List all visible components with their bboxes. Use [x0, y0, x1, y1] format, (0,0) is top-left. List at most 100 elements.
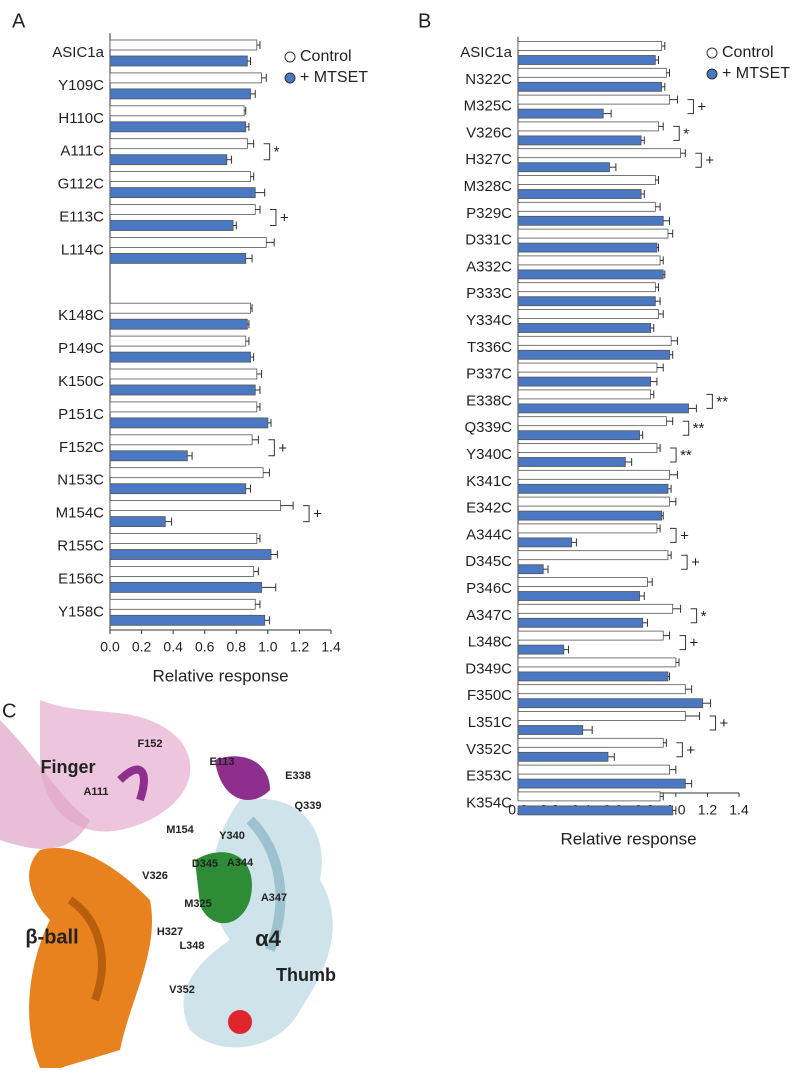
error-bar — [675, 658, 680, 667]
bar — [517, 376, 652, 387]
bar — [517, 591, 640, 601]
significance-label: ** — [716, 393, 728, 410]
error-bar — [663, 216, 671, 225]
error-bar — [672, 806, 677, 815]
significance-label: + — [697, 99, 706, 116]
bar — [109, 318, 248, 330]
error-bar — [655, 297, 661, 306]
category-label: D349C — [465, 660, 512, 677]
bar — [109, 533, 258, 544]
error-bar — [669, 497, 677, 506]
significance-bracket — [682, 420, 690, 436]
x-axis-label: Relative response — [560, 829, 696, 848]
error-bar — [641, 190, 645, 198]
bar — [517, 684, 686, 695]
structure-label: Q339 — [295, 800, 322, 812]
category-label: Y109C — [58, 77, 104, 94]
bar — [517, 148, 681, 159]
x-tick-label: 1.0 — [258, 639, 278, 655]
bar — [517, 175, 656, 185]
error-bar — [582, 726, 593, 734]
legend-marker — [284, 51, 296, 63]
bar — [109, 88, 251, 100]
significance-label: * — [701, 608, 707, 625]
error-bar — [247, 139, 255, 148]
bar — [517, 577, 648, 587]
significance-bracket — [673, 125, 680, 141]
bar — [517, 41, 663, 51]
category-label: E342C — [466, 500, 512, 517]
error-bar — [253, 567, 259, 576]
significance-label: + — [705, 152, 714, 169]
bar — [109, 500, 281, 512]
category-label: M154C — [56, 505, 105, 522]
significance-label: + — [313, 506, 322, 523]
category-label: E338C — [466, 392, 512, 409]
error-bar — [650, 324, 655, 332]
bar — [517, 67, 667, 78]
error-bar — [256, 534, 261, 543]
category-label: P346C — [466, 580, 512, 597]
structure-label: M154 — [166, 824, 194, 836]
category-label: L351C — [468, 714, 512, 731]
error-bar — [650, 377, 658, 386]
bar — [109, 171, 251, 183]
bar — [109, 566, 255, 577]
error-bar — [625, 458, 633, 466]
structure-label: E338 — [285, 770, 311, 782]
error-bar — [250, 89, 256, 98]
error-bar — [255, 600, 261, 609]
error-bar — [256, 370, 263, 378]
category-label: A344C — [466, 526, 512, 543]
error-bar — [250, 353, 255, 362]
error-bar — [669, 95, 678, 104]
bar — [517, 805, 674, 816]
error-bar — [655, 202, 661, 211]
error-bar — [671, 336, 678, 345]
significance-bracket — [676, 742, 683, 758]
x-tick-label: 0.8 — [227, 639, 247, 655]
error-bar — [656, 363, 664, 372]
error-bar — [641, 136, 645, 145]
bar — [517, 296, 656, 307]
structure-image — [0, 700, 410, 1068]
category-label: D331C — [465, 232, 512, 249]
category-label: E353C — [466, 768, 512, 785]
x-tick-label: 0.6 — [195, 639, 215, 655]
significance-label: + — [686, 742, 695, 759]
bar — [109, 614, 266, 626]
legend-label: Control — [300, 48, 352, 65]
category-label: K354C — [466, 794, 512, 811]
bar — [109, 72, 262, 84]
error-bar — [607, 752, 615, 761]
bar — [517, 698, 704, 709]
bar — [109, 138, 248, 150]
significance-bracket — [690, 608, 698, 624]
bar — [109, 204, 256, 215]
bar — [109, 154, 228, 166]
x-tick-label: 1.4 — [729, 802, 749, 818]
bar — [517, 349, 670, 360]
bar — [517, 323, 652, 333]
bar — [109, 549, 272, 560]
error-bar — [663, 738, 667, 747]
error-bar — [661, 42, 666, 50]
significance-bracket — [706, 393, 713, 409]
category-label: H110C — [58, 110, 104, 127]
significance-label: + — [680, 527, 689, 544]
significance-bracket — [269, 209, 277, 226]
category-label: T336C — [467, 339, 512, 356]
error-bar — [685, 712, 701, 720]
significance-label: * — [274, 144, 280, 161]
category-label: G112C — [58, 176, 105, 193]
error-bar — [252, 435, 259, 444]
bar — [517, 630, 664, 641]
category-label: P329C — [466, 205, 512, 222]
category-label: E113C — [59, 208, 104, 225]
category-label: F350C — [467, 687, 512, 704]
bar — [109, 351, 251, 363]
error-bar — [660, 256, 664, 265]
significance-label: + — [691, 554, 700, 571]
category-label: M328C — [464, 178, 513, 195]
category-label: A111C — [60, 143, 104, 160]
